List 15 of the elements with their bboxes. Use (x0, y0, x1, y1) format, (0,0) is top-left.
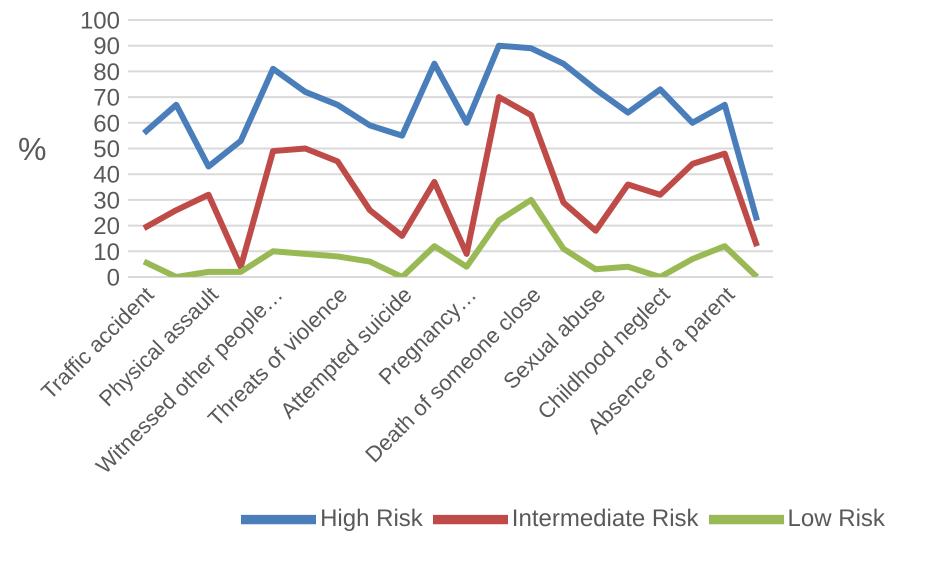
y-tick-label: 50 (93, 136, 120, 164)
y-tick-label: 30 (93, 187, 120, 214)
legend-label: Intermediate Risk (512, 504, 699, 532)
legend-label: High Risk (320, 504, 423, 532)
y-tick-label: 70 (93, 84, 120, 112)
y-tick-label: 90 (93, 33, 120, 60)
y-axis-title: % (18, 130, 46, 167)
y-tick-label: 80 (93, 58, 120, 86)
y-tick-label: 20 (93, 213, 120, 240)
y-tick-label: 100 (80, 8, 120, 35)
y-tick-label: 0 (106, 264, 120, 292)
y-tick-label: 60 (93, 110, 120, 138)
y-tick-label: 10 (93, 238, 120, 266)
y-tick-label: 40 (93, 162, 120, 189)
legend-label: Low Risk (788, 504, 885, 532)
